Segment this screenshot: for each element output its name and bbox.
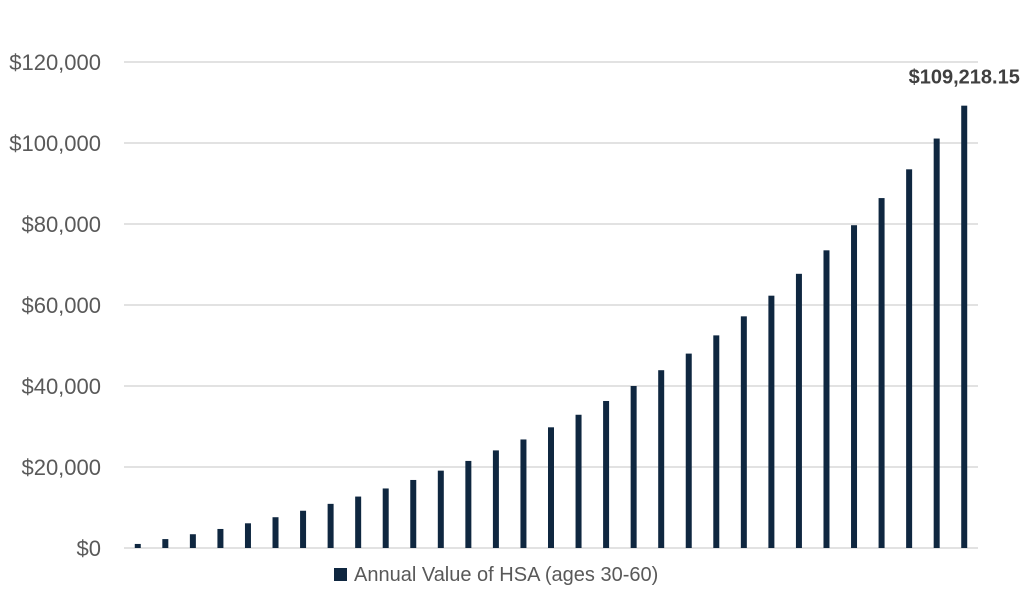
bar bbox=[244, 523, 251, 548]
bar bbox=[272, 517, 279, 548]
bar bbox=[520, 439, 527, 548]
bar bbox=[134, 543, 141, 548]
legend-swatch bbox=[334, 568, 347, 581]
bar bbox=[795, 273, 802, 548]
data-label: $109,218.15 bbox=[909, 67, 1020, 89]
bar bbox=[768, 295, 775, 548]
y-tick-label: $0 bbox=[77, 536, 101, 561]
y-axis: $0 $20,000 $40,000 $60,000 $80,000 $100,000 $1… bbox=[9, 50, 101, 561]
gridlines bbox=[124, 61, 978, 549]
bar bbox=[189, 534, 196, 548]
legend-label: Annual Value of HSA (ages 30-60) bbox=[354, 564, 658, 586]
bar bbox=[603, 400, 610, 548]
bar bbox=[410, 479, 417, 548]
y-tick-label: $40,000 bbox=[21, 374, 101, 399]
bar bbox=[823, 250, 830, 548]
bar bbox=[162, 539, 169, 548]
bar bbox=[713, 335, 720, 548]
bar bbox=[961, 105, 968, 548]
bar bbox=[575, 414, 582, 548]
bar bbox=[437, 470, 444, 548]
y-tick-label: $120,000 bbox=[9, 50, 101, 75]
bar bbox=[492, 450, 499, 548]
bar bbox=[630, 386, 637, 548]
bar bbox=[658, 370, 665, 548]
y-tick-label: $60,000 bbox=[21, 293, 101, 318]
legend: Annual Value of HSA (ages 30-60) bbox=[334, 564, 658, 586]
bar-series bbox=[134, 105, 968, 549]
bar bbox=[355, 496, 362, 548]
bar bbox=[327, 503, 334, 548]
bar bbox=[933, 138, 940, 549]
bar bbox=[217, 528, 224, 548]
bar bbox=[465, 460, 472, 548]
bar bbox=[685, 353, 692, 548]
bar bbox=[548, 427, 554, 548]
bar bbox=[906, 169, 913, 548]
bar bbox=[382, 488, 389, 548]
bar bbox=[878, 198, 885, 548]
bar bbox=[300, 510, 307, 548]
data-labels: $109,218.15 bbox=[909, 67, 1020, 89]
bar bbox=[851, 225, 858, 548]
y-tick-label: $80,000 bbox=[21, 212, 101, 237]
bar bbox=[740, 316, 747, 548]
y-tick-label: $100,000 bbox=[9, 131, 101, 156]
y-tick-label: $20,000 bbox=[21, 455, 101, 480]
